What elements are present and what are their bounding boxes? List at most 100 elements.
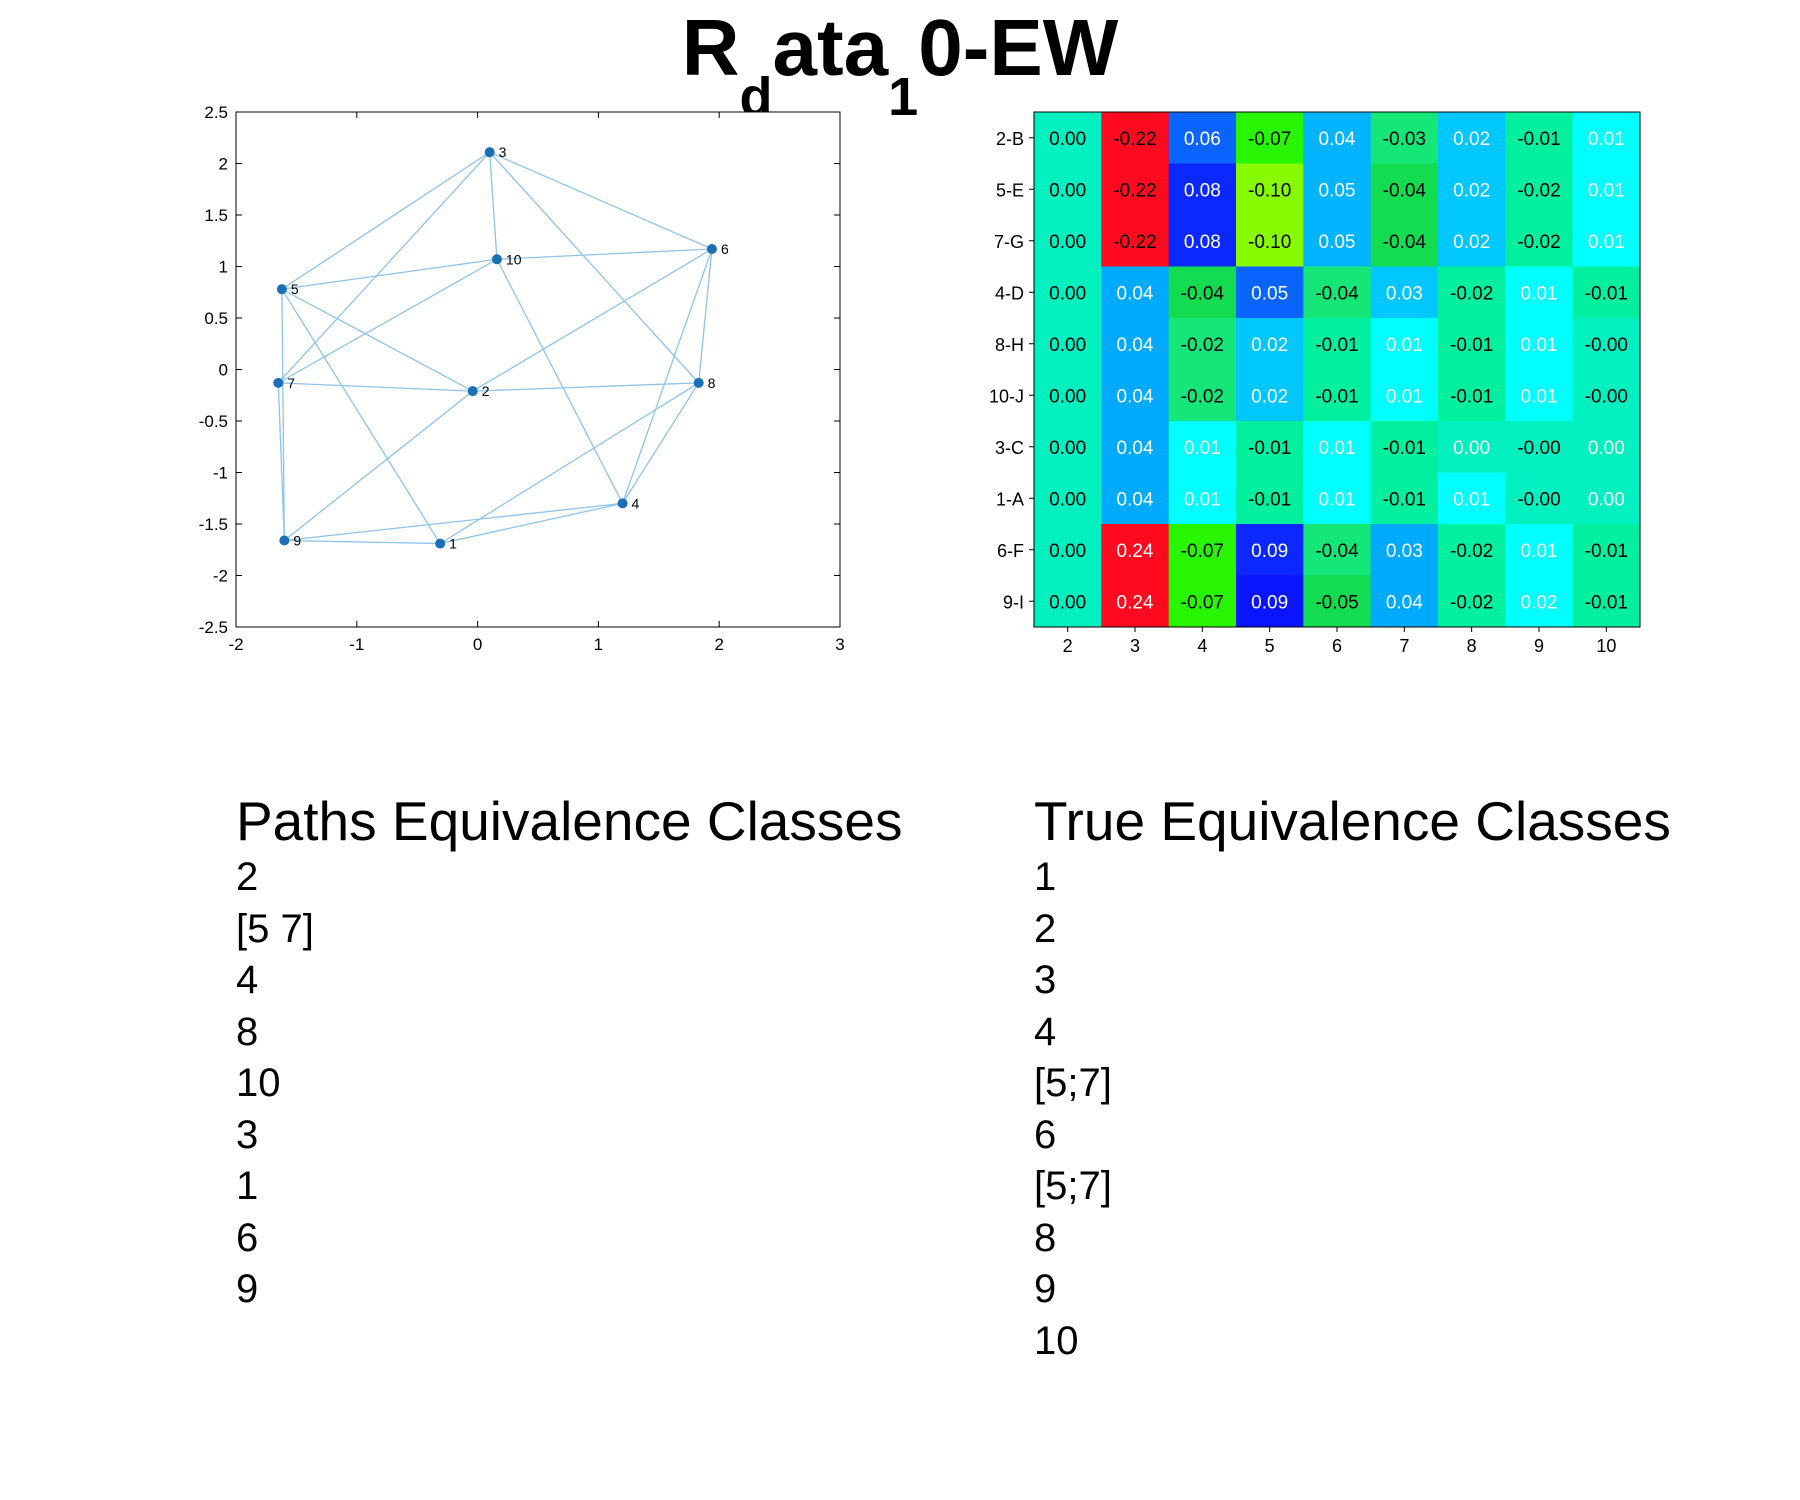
heatmap-cell-value: 0.01	[1588, 180, 1625, 201]
heatmap-cell-value: 0.05	[1251, 283, 1288, 304]
y-tick-label: 1.5	[204, 206, 228, 225]
heatmap-cell-value: 0.01	[1184, 438, 1221, 459]
list-item: 9	[236, 1267, 259, 1311]
heatmap-cell-value: 0.09	[1251, 592, 1288, 613]
graph-node-label: 3	[499, 144, 507, 160]
heatmap-cell	[1572, 421, 1641, 473]
list-item: 8	[1034, 1215, 1057, 1260]
heatmap-cell	[1034, 215, 1102, 267]
heatmap-cell	[1303, 524, 1372, 576]
heatmap-cell-value: -0.07	[1181, 541, 1224, 562]
graph-edge	[472, 382, 699, 392]
graph-edge	[284, 502, 623, 542]
heatmap-cell-value: 0.01	[1319, 489, 1356, 510]
list-item: 2	[236, 855, 259, 899]
heatmap-cell-value: 0.04	[1117, 386, 1154, 407]
heatmap-cell-value: 0.00	[1049, 541, 1086, 562]
heatmap-cell	[1303, 369, 1372, 422]
heatmap-cell	[1236, 215, 1304, 267]
page-title: Rdata10-EW	[0, 0, 1800, 150]
list-item: 4	[236, 958, 259, 1002]
heatmap-cell-value: -0.01	[1450, 386, 1493, 407]
heatmap-cell-value: 0.00	[1049, 335, 1086, 356]
heatmap-cell	[1370, 524, 1439, 576]
heatmap-cell-value: 0.00	[1453, 438, 1490, 459]
heatmap-cell	[1370, 575, 1439, 628]
list-item: 4	[1034, 1009, 1057, 1054]
heatmap-cell-value: -0.04	[1383, 232, 1427, 253]
heatmap-cell-value: 0.02	[1521, 592, 1558, 613]
heatmap-cell	[1168, 421, 1237, 473]
heatmap-cell-value: 0.00	[1049, 232, 1086, 253]
heatmap-cell	[1370, 163, 1439, 216]
heatmap-cell-value: 0.05	[1319, 180, 1356, 201]
list-item: [5;7]	[1034, 1164, 1112, 1208]
x-tick-label: 3	[835, 635, 844, 654]
heatmap-cell	[1438, 575, 1506, 628]
x-tick-label: -2	[228, 635, 243, 654]
graph-plot-frame	[235, 111, 841, 628]
heatmap-cell-value: 0.02	[1251, 335, 1288, 356]
graph-edge	[277, 382, 285, 541]
graph-edge	[440, 502, 623, 545]
heatmap-cell-value: 0.00	[1049, 592, 1086, 613]
heatmap-cell-value: -0.22	[1113, 180, 1156, 201]
graph-edge	[496, 248, 712, 260]
heatmap-cell	[1438, 472, 1506, 525]
list-item: 6	[1034, 1112, 1057, 1157]
heatmap-cell	[1236, 163, 1304, 216]
list-item: 3	[236, 1112, 259, 1157]
heatmap-cell-value: -0.00	[1585, 386, 1628, 407]
heatmap-cell	[1370, 215, 1439, 267]
heatmap-cell-value: -0.00	[1585, 335, 1628, 356]
heatmap-col-label: 10	[1596, 636, 1616, 656]
graph-edge	[439, 382, 700, 545]
heatmap-cell	[1370, 266, 1439, 319]
heatmap-cell-value: 0.01	[1386, 335, 1423, 356]
heatmap-cell-value: 0.04	[1117, 438, 1154, 459]
heatmap-row-label: 3-C	[995, 438, 1024, 458]
heatmap-cell-value: 0.00	[1049, 438, 1086, 459]
heatmap-cell	[1303, 163, 1372, 216]
heatmap-cell-value: 0.03	[1386, 283, 1423, 304]
heatmap-row-label: 8-H	[995, 335, 1024, 355]
paths-classes-items: 2 [5 7] 4 8 10 3 1 6 9	[236, 852, 902, 1316]
heatmap-cell-value: -0.01	[1585, 592, 1628, 613]
heatmap-cell-value: -0.01	[1383, 438, 1426, 459]
heatmap-cell	[1505, 266, 1574, 319]
heatmap-cell-value: 0.04	[1117, 489, 1154, 510]
list-item: [5 7]	[236, 906, 314, 951]
list-item: 10	[1034, 1318, 1079, 1363]
heatmap-cell-value: 0.00	[1588, 489, 1625, 510]
y-tick-label: 0	[219, 361, 228, 380]
heatmap-cell	[1034, 524, 1102, 576]
graph-node	[435, 538, 446, 549]
heatmap-cell-value: 0.03	[1386, 541, 1423, 562]
heatmap-cell-value: 0.02	[1251, 386, 1288, 407]
x-tick-label: 1	[594, 635, 603, 654]
heatmap-col-label: 5	[1265, 636, 1275, 656]
heatmap-cell-value: 0.04	[1117, 283, 1154, 304]
heatmap-cell	[1505, 163, 1574, 216]
graph-node-label: 4	[632, 495, 640, 511]
heatmap-cell	[1101, 575, 1170, 628]
heatmap-cell	[1370, 421, 1439, 473]
graph-edge	[277, 151, 491, 384]
heatmap-cell-value: -0.01	[1585, 283, 1628, 304]
list-item: 1	[236, 1164, 259, 1208]
heatmap-cell-value: -0.00	[1517, 438, 1560, 459]
list-item: [5;7]	[1034, 1061, 1112, 1105]
heatmap-cell	[1505, 421, 1574, 473]
heatmap-cell	[1101, 472, 1170, 525]
x-tick-label: -1	[349, 635, 364, 654]
graph-node	[617, 498, 628, 509]
heatmap-cell	[1101, 215, 1170, 267]
heatmap-cell	[1572, 215, 1641, 267]
heatmap-cell-value: -0.04	[1181, 283, 1225, 304]
graph-chart: -2 -1 0 1 2 32.521.510.50-0.5-1-1.5-2-2.51234…	[199, 103, 845, 654]
heatmap-cell-value: -0.10	[1248, 180, 1291, 201]
heatmap-cell	[1303, 215, 1372, 267]
svg-text:Rdata10-EW: Rdata10-EW	[682, 3, 1119, 127]
heatmap-cell	[1505, 369, 1574, 422]
graph-node	[484, 147, 495, 158]
